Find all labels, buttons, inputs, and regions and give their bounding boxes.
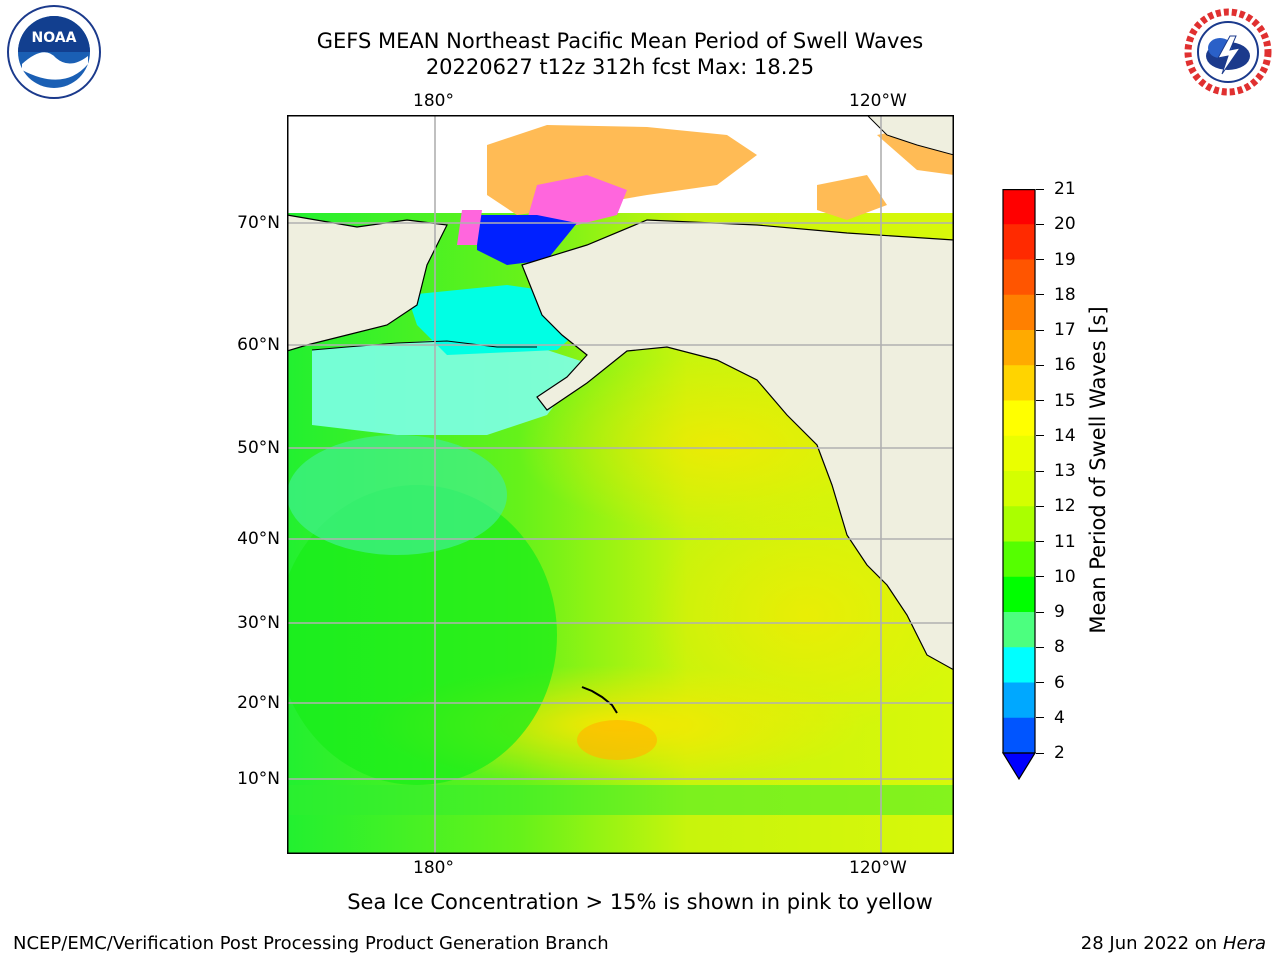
colorbar-tick <box>1036 223 1044 225</box>
colorbar <box>1001 189 1037 781</box>
map-panel <box>277 114 967 854</box>
colorbar-tick <box>1036 611 1044 613</box>
lon-label-bottom-180: 180° <box>413 858 454 878</box>
footer-right: 28 Jun 2022 on Hera <box>1081 933 1266 955</box>
colorbar-tick <box>1036 435 1044 437</box>
footer-left: NCEP/EMC/Verification Post Processing Pr… <box>13 933 609 954</box>
colorbar-segment <box>1003 647 1035 683</box>
colorbar-tick <box>1036 541 1044 542</box>
noaa-logo-text: NOAA <box>32 30 77 46</box>
colorbar-tick-label: 6 <box>1054 672 1065 693</box>
colorbar-tick-label: 8 <box>1054 637 1065 658</box>
colorbar-segment <box>1003 682 1035 719</box>
colorbar-segment <box>1003 471 1035 507</box>
colorbar-segment <box>1003 612 1035 648</box>
lat-label-20n: 20°N <box>237 693 280 713</box>
colorbar-tick <box>1036 505 1044 507</box>
colorbar-tick-label: 4 <box>1054 707 1065 728</box>
colorbar-segment <box>1003 330 1035 366</box>
colorbar-segment <box>1003 224 1035 260</box>
colorbar-tick-label: 16 <box>1054 355 1076 376</box>
chart-title-line1: GEFS MEAN Northeast Pacific Mean Period … <box>316 29 924 53</box>
lat-label-60n: 60°N <box>237 335 280 355</box>
colorbar-segment <box>1003 365 1035 401</box>
colorbar-frame <box>1002 189 1036 754</box>
colorbar-segment <box>1003 259 1035 296</box>
nws-logo <box>1178 6 1278 98</box>
chart-title-line2: 20220627 t12z 312h fcst Max: 18.25 <box>425 55 815 79</box>
lon-label-top-180: 180° <box>413 91 454 111</box>
colorbar-label: Mean Period of Swell Waves [s] <box>1086 306 1110 634</box>
footer-host: Hera <box>1222 933 1266 954</box>
colorbar-segment <box>1003 400 1035 437</box>
colorbar-tick-label: 18 <box>1054 284 1076 305</box>
lon-label-top-120w: 120°W <box>849 91 907 111</box>
colorbar-extend-triangle <box>1001 752 1037 781</box>
lat-label-70n: 70°N <box>237 213 280 233</box>
colorbar-tick-label: 10 <box>1054 566 1076 587</box>
map-caption: Sea Ice Concentration > 15% is shown in … <box>347 890 933 914</box>
colorbar-tick-label: 12 <box>1054 496 1076 517</box>
colorbar-tick <box>1036 682 1044 683</box>
map-gridlines <box>287 115 954 854</box>
colorbar-tick <box>1036 364 1044 366</box>
colorbar-tick-label: 20 <box>1054 214 1076 235</box>
colorbar-tick <box>1036 752 1044 754</box>
colorbar-tick-label: 9 <box>1054 602 1065 622</box>
colorbar-tick <box>1036 259 1044 260</box>
colorbar-tick <box>1036 646 1044 648</box>
lat-label-40n: 40°N <box>237 529 280 549</box>
colorbar-tick-label: 19 <box>1054 249 1076 270</box>
colorbar-tick-label: 11 <box>1054 531 1076 552</box>
colorbar-segment <box>1003 541 1035 578</box>
colorbar-tick-label: 21 <box>1054 179 1076 199</box>
colorbar-segment <box>1003 717 1035 754</box>
lat-label-30n: 30°N <box>237 613 280 633</box>
footer-date: 28 Jun 2022 on <box>1080 933 1218 954</box>
colorbar-tick-label: 17 <box>1054 320 1076 340</box>
colorbar-tick-label: 13 <box>1054 461 1076 481</box>
lon-label-bottom-120w: 120°W <box>849 858 907 878</box>
map-svg <box>277 114 967 854</box>
colorbar-segment <box>1003 576 1035 613</box>
colorbar-tick <box>1036 576 1044 578</box>
lat-label-10n: 10°N <box>237 769 280 789</box>
colorbar-tick <box>1036 717 1044 719</box>
colorbar-segment <box>1003 506 1035 542</box>
noaa-logo: NOAA <box>4 4 104 100</box>
colorbar-tick <box>1036 188 1044 190</box>
colorbar-tick-label: 15 <box>1054 390 1076 411</box>
colorbar-tick <box>1036 329 1044 331</box>
colorbar-tick <box>1036 294 1044 296</box>
colorbar-segment <box>1003 435 1035 472</box>
colorbar-segment <box>1003 189 1035 225</box>
colorbar-svg <box>1001 189 1037 781</box>
colorbar-tick <box>1036 470 1044 472</box>
colorbar-tick <box>1036 400 1044 401</box>
colorbar-tick-label: 2 <box>1054 743 1065 763</box>
colorbar-tick-label: 14 <box>1054 425 1076 446</box>
lat-label-50n: 50°N <box>237 438 280 458</box>
colorbar-segment <box>1003 294 1035 331</box>
